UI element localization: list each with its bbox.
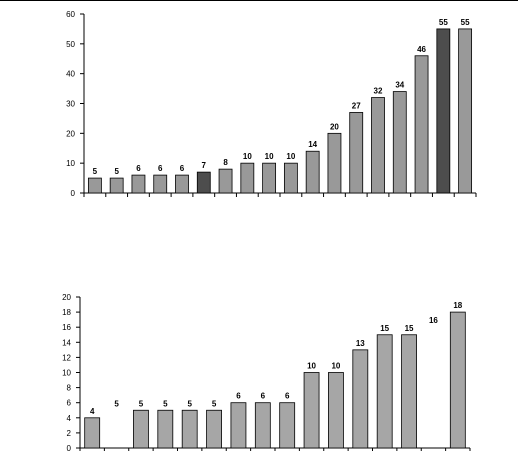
data-label: 6 [285,392,290,401]
bar [392,91,407,194]
y-tick-label: 20 [66,129,75,138]
bar [133,409,149,449]
data-label: 32 [374,87,383,96]
bar [303,372,320,449]
bar [414,55,429,194]
bar [376,334,393,449]
data-label: 10 [331,362,340,371]
data-label: 5 [114,399,119,408]
data-label: 5 [114,167,119,176]
bar [436,28,451,194]
y-tick-label: 16 [62,323,71,332]
bar [157,409,174,449]
y-tick-label: 30 [66,100,75,109]
bar [283,162,298,194]
data-label: 5 [187,399,192,408]
data-label: 10 [265,152,274,161]
bar [449,311,466,449]
data-label: 18 [453,301,462,310]
data-label: 10 [286,152,295,161]
y-tick-label: 6 [67,399,72,408]
data-label: 6 [236,392,241,401]
y-tick-label: 60 [66,10,75,19]
data-label: 7 [202,161,207,170]
bar [153,174,168,194]
bar [349,112,364,194]
data-label: 15 [380,324,389,333]
data-label: 13 [356,339,365,348]
data-label: 6 [180,164,185,173]
bar [352,349,369,449]
data-label: 10 [307,362,316,371]
data-label: 46 [417,45,426,54]
bar [175,174,189,194]
bar [262,162,277,194]
bar [240,162,255,194]
data-label: 6 [261,392,266,401]
data-label: 34 [395,81,404,90]
data-label: 5 [93,167,98,176]
y-tick-label: 12 [62,353,71,362]
data-label: 5 [139,399,144,408]
data-label: 20 [330,122,339,131]
bar [84,417,101,449]
bar [109,177,124,194]
data-label: 27 [352,101,361,110]
data-label: 14 [308,140,317,149]
bar [458,28,473,194]
y-tick-label: 40 [66,70,75,79]
data-label: 5 [163,399,168,408]
bar [305,150,320,194]
data-label: 15 [405,324,414,333]
bar [196,171,211,194]
data-label: 6 [158,164,163,173]
y-tick-label: 4 [67,414,72,423]
bar [371,97,385,194]
data-label: 10 [243,152,252,161]
y-tick-label: 20 [62,293,71,302]
chart-2: 0 2 4 6 8 10 12 14 16 18 20 4 5 5 5 5 5 6 6 6 10 10 13 15 15 16 18 [62,293,471,451]
y-tick-label: 18 [62,308,71,317]
data-label: 4 [90,407,95,416]
bar [87,177,102,194]
bar [230,402,247,449]
y-tick-label: 14 [62,338,71,347]
bar [327,132,342,194]
y-tick-label: 2 [67,429,72,438]
data-label: 55 [439,18,448,27]
y-tick-label: 0 [71,189,76,198]
bar [181,409,198,449]
y-tick-label: 10 [62,369,71,378]
bar [254,402,271,449]
y-tick-label: 8 [67,384,72,393]
data-label: 8 [223,158,228,167]
bar [206,409,222,449]
bar [401,334,417,449]
bar [279,402,296,449]
data-label: 55 [461,18,470,27]
bar [131,174,146,194]
y-tick-label: 50 [66,40,75,49]
top-border-line [0,0,518,1]
y-tick-label: 0 [67,444,72,451]
data-label: 6 [136,164,141,173]
data-label: 16 [429,316,438,325]
bar [218,168,233,194]
bar [328,372,344,449]
y-tick-label: 10 [66,159,75,168]
data-label: 5 [212,399,217,408]
